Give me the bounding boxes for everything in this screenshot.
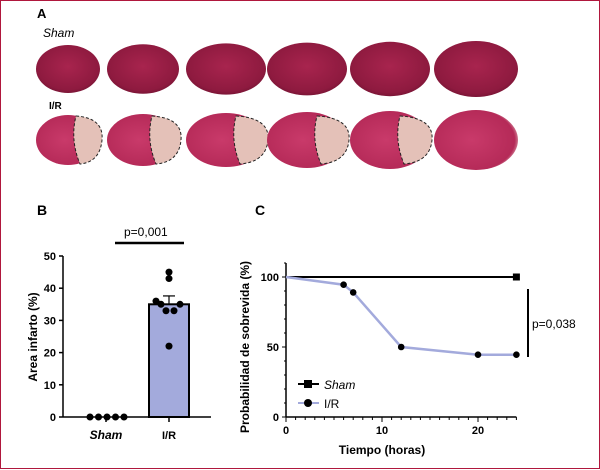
y-axis-label-c: Probabilidad de sobrevida (%) xyxy=(238,261,252,433)
ir-brain-slice xyxy=(434,110,518,170)
x-tick-label-c: 20 xyxy=(472,425,484,437)
data-point-sham xyxy=(120,413,128,421)
bar-chart: p=0,001 Area infarto (%) Sham I/R 0 10 20 3… xyxy=(26,225,211,442)
infarct-region xyxy=(149,115,182,165)
panel-label-c: C xyxy=(255,202,265,218)
y-tick-label-b: 30 xyxy=(44,315,56,327)
x-axis-label-c: Tiempo (horas) xyxy=(339,443,425,457)
data-point-ir xyxy=(170,307,178,315)
data-point-sham xyxy=(95,413,102,421)
data-point-sham xyxy=(512,273,520,281)
data-point-ir xyxy=(176,300,184,308)
data-point-ir xyxy=(165,342,173,350)
data-point-ir xyxy=(349,289,357,296)
series-line-ir xyxy=(285,275,517,356)
sham-brain-slice xyxy=(434,41,518,97)
data-point-ir xyxy=(152,297,160,305)
y-tick-label-b: 0 xyxy=(50,412,56,424)
data-point-sham xyxy=(112,413,119,421)
panel-label-a: A xyxy=(37,6,47,21)
legend-label-ir: I/R xyxy=(324,397,340,411)
row-label-sham: Sham xyxy=(43,26,74,40)
y-tick-label-b: 50 xyxy=(44,251,56,263)
data-point-sham xyxy=(103,413,111,421)
legend-marker-ir xyxy=(304,399,312,407)
panel-label-b: B xyxy=(37,202,47,218)
infarct-region xyxy=(73,115,103,165)
data-point-ir xyxy=(162,307,170,315)
row-label-ir: I/R xyxy=(49,101,63,112)
infarct-region xyxy=(397,115,433,165)
y-tick-label-b: 10 xyxy=(44,380,56,392)
y-axis-label-b: Area infarto (%) xyxy=(26,292,40,381)
y-tick-label-c: 100 xyxy=(261,272,279,284)
legend-label-sham: Sham xyxy=(324,378,355,392)
infarct-region xyxy=(233,115,269,165)
sham-brain-slice xyxy=(107,44,179,94)
data-point-sham xyxy=(86,413,94,421)
sham-brain-slice xyxy=(350,41,430,97)
y-tick-label-c: 0 xyxy=(273,412,279,424)
y-tick-label-b: 20 xyxy=(44,348,56,360)
data-point-ir xyxy=(165,268,173,276)
data-point-ir xyxy=(474,351,482,359)
y-tick-label-c: 50 xyxy=(267,342,279,354)
data-point-ir xyxy=(157,300,165,308)
sham-brain-slice xyxy=(36,45,100,93)
survival-chart: Probabilidad de sobrevida (%) Tiempo (ho… xyxy=(238,261,576,457)
infarct-region xyxy=(314,115,350,165)
x-tick-label-c: 10 xyxy=(376,425,388,437)
bar-ir xyxy=(148,303,190,418)
pvalue-annotation-c: p=0,038 xyxy=(532,317,576,331)
sham-brain-slice xyxy=(186,43,266,95)
data-point-ir xyxy=(165,275,173,283)
data-point-ir xyxy=(397,343,405,351)
data-point-ir xyxy=(513,351,520,359)
pvalue-annotation-b: p=0,001 xyxy=(124,225,168,239)
x-tick-sham: Sham xyxy=(90,428,123,442)
sham-brain-slice xyxy=(267,42,347,96)
legend-marker-sham xyxy=(304,380,312,388)
x-tick-ir: I/R xyxy=(162,430,176,442)
x-tick-label-c: 0 xyxy=(283,425,289,437)
y-tick-label-b: 40 xyxy=(44,283,56,295)
data-point-ir xyxy=(340,281,347,289)
